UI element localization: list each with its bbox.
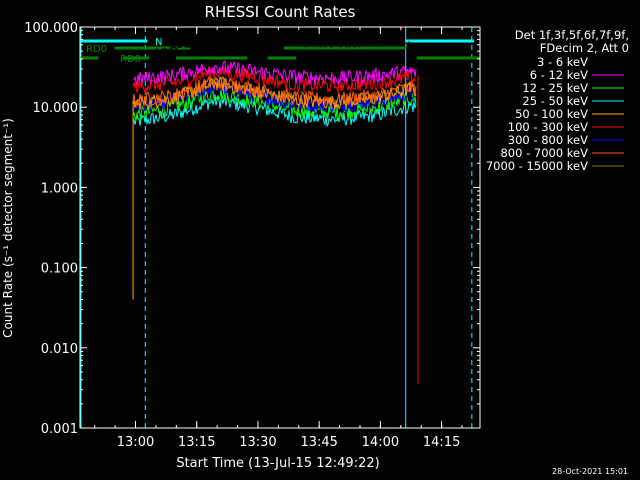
y-tick-label: 100.000 [24, 21, 78, 36]
x-tick-label: 14:00 [362, 435, 399, 450]
y-tick-label: 1.000 [41, 181, 78, 196]
x-tick-label: 13:30 [239, 435, 276, 450]
plot-area: N RD0 RD8 [80, 27, 480, 428]
legend-entry-label: 12 - 25 keV [522, 81, 588, 95]
y-tick-label: 10.000 [33, 101, 79, 116]
legend-header-line1: Det 1f,3f,5f,6f,7f,9f, [515, 28, 629, 42]
legend-entry-label: 7000 - 15000 keV [486, 159, 588, 173]
x-tick-label: 13:45 [300, 435, 337, 450]
x-tick-label: 14:15 [423, 435, 460, 450]
series-line [132, 94, 417, 128]
legend-entry-label: 800 - 7000 keV [500, 146, 588, 160]
y-tick-label: 0.100 [41, 262, 78, 277]
y-axis-label: Count Rate (s⁻¹ detector segment⁻¹) [1, 118, 15, 338]
series-line [132, 39, 417, 55]
x-tick-label: 13:00 [117, 435, 154, 450]
axes: 0.001 0.010 0.100 1.000 10.000 100.000 13:00 13… [24, 21, 481, 450]
legend-entry-label: 3 - 6 keV [537, 55, 588, 69]
series-line [132, 74, 417, 109]
legend-header-line2: FDecim 2, Att 0 [540, 41, 629, 55]
series-line [132, 78, 417, 113]
annotation-n: N [155, 37, 162, 48]
legend-entry-label: 300 - 800 keV [508, 133, 588, 147]
legend-entry-label: 50 - 100 keV [515, 107, 588, 121]
y-tick-label: 0.010 [41, 342, 78, 357]
x-tick-label: 13:15 [178, 435, 215, 450]
legend-entry-label: 6 - 12 keV [530, 68, 588, 82]
plot-frame [79, 26, 481, 429]
x-axis-label: Start Time (13-Jul-15 12:49:22) [176, 456, 379, 471]
series-line [132, 65, 417, 95]
y-tick-label: 0.001 [41, 422, 78, 437]
annotation-rd0: RD0 [86, 44, 107, 55]
legend: Det 1f,3f,5f,6f,7f,9f, FDecim 2, Att 0 3… [486, 28, 629, 173]
chart-title: RHESSI Count Rates [205, 3, 356, 21]
legend-entry-label: 25 - 50 keV [522, 94, 588, 108]
series-line [133, 60, 417, 87]
annotation-rd8: RD8 [120, 54, 141, 65]
legend-entry-label: 100 - 300 keV [508, 120, 588, 134]
generated-timestamp: 28-Oct-2021 15:01 [552, 467, 628, 476]
